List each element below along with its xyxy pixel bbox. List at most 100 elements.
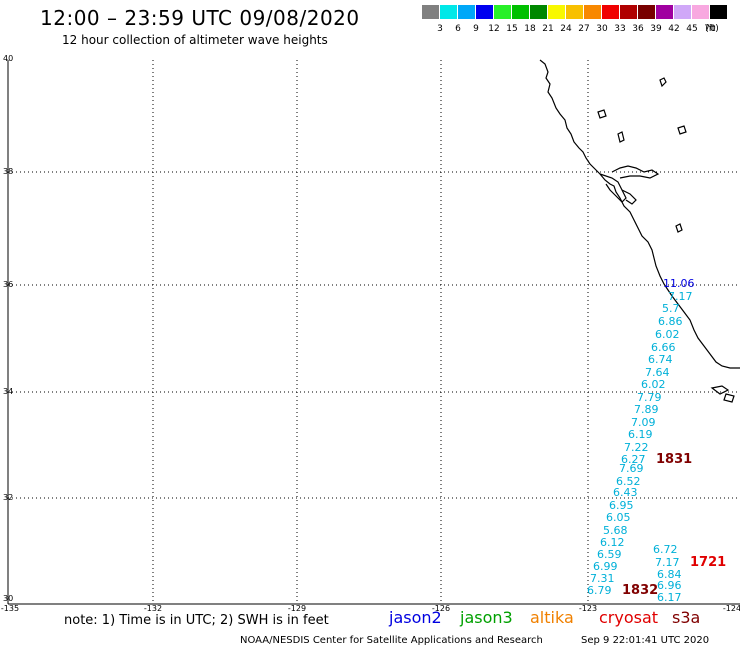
- wave-height-value: 6.02: [641, 378, 666, 391]
- channel-island-1: [710, 385, 730, 395]
- legend-swatch: [422, 5, 439, 19]
- wave-height-value: 6.19: [628, 428, 653, 441]
- legend-swatch: [530, 5, 547, 19]
- lat-labels: 40 38 36 34 32 30: [3, 54, 13, 603]
- wave-height-value: 7.89: [634, 403, 659, 416]
- pass-time-label: 1832: [622, 583, 658, 598]
- legend-swatch: [638, 5, 655, 19]
- wave-height-value: 7.17: [655, 556, 680, 569]
- wave-height-value: 6.17: [657, 591, 682, 604]
- lon-label-129: -129: [288, 604, 306, 613]
- lon-label-135: -135: [1, 604, 19, 613]
- legend-swatch: [674, 5, 691, 19]
- wave-height-value: 6.27: [621, 453, 646, 466]
- lat-label-34: 34: [3, 387, 13, 396]
- legend-s3a: s3a: [672, 608, 701, 627]
- footer-credit: NOAA/NESDIS Center for Satellite Applica…: [240, 635, 543, 646]
- wave-height-value: 6.72: [653, 543, 678, 556]
- legend-swatch: [476, 5, 493, 19]
- wave-height-value: 6.66: [651, 341, 676, 354]
- legend-bin-label: 27: [578, 24, 590, 34]
- footer-note: note: 1) Time is in UTC; 2) SWH is in fe…: [64, 613, 329, 628]
- legend-bin-label: 3: [437, 24, 443, 34]
- legend-swatch: [710, 5, 727, 19]
- lon-label-123: -123: [579, 604, 597, 613]
- legend-bin-label: 30: [596, 24, 608, 34]
- sf-bay-north: [611, 165, 660, 179]
- island-5: [675, 223, 683, 233]
- legend-bin-label: 24: [560, 24, 572, 34]
- wave-height-value: 7.64: [645, 366, 670, 379]
- legend-jason2: jason2: [389, 608, 442, 627]
- sf-bay-outline: [599, 173, 627, 203]
- wave-height-value: 7.17: [668, 290, 693, 303]
- legend-bin-label: 15: [506, 24, 518, 34]
- wave-height-value: 6.79: [587, 584, 612, 597]
- wave-height-value: 7.22: [624, 441, 649, 454]
- lat-label-36: 36: [3, 280, 13, 289]
- pass-time-label: 1721: [690, 555, 726, 570]
- wave-height-value: 6.43: [613, 486, 638, 499]
- lat-label-30: 30: [3, 594, 13, 603]
- wave-height-value: 6.84: [657, 568, 682, 581]
- legend-swatch: [512, 5, 529, 19]
- wave-height-value: 6.99: [593, 560, 618, 573]
- lat-label-38: 38: [3, 167, 13, 176]
- wave-height-value: 6.95: [609, 499, 634, 512]
- wave-height-value: 6.59: [597, 548, 622, 561]
- legend-bin-label: 36: [632, 24, 644, 34]
- pass-time-label: 1831: [656, 452, 692, 467]
- legend-swatch: [494, 5, 511, 19]
- lat-label-32: 32: [3, 493, 13, 502]
- legend-swatch: [584, 5, 601, 19]
- wave-height-value: 7.79: [637, 391, 662, 404]
- wave-height-value: 6.12: [600, 536, 625, 549]
- legend-swatch: [548, 5, 565, 19]
- island-3: [677, 125, 687, 135]
- wave-height-value: 6.96: [657, 579, 682, 592]
- legend-bin-label: 42: [668, 24, 680, 34]
- lon-label-126: -126: [432, 604, 450, 613]
- wave-height-value: 7.69: [619, 462, 644, 475]
- lon-label-132: -132: [144, 604, 162, 613]
- map-grid: [8, 60, 740, 604]
- wave-height-value: 5.68: [603, 524, 628, 537]
- legend-bin-label: 12: [488, 24, 500, 34]
- island-4: [617, 131, 625, 143]
- legend-bin-label: 39: [650, 24, 662, 34]
- legend-cryosat: cryosat: [599, 608, 659, 627]
- wave-height-value: 7.09: [631, 416, 656, 429]
- california-coast: [539, 59, 740, 369]
- coastline: [539, 59, 740, 403]
- sf-bay-south: [621, 189, 637, 205]
- island-1: [659, 77, 667, 88]
- wave-height-value: 6.86: [658, 315, 683, 328]
- legend-swatch: [656, 5, 673, 19]
- legend-bin-label: 18: [524, 24, 536, 34]
- legend-bin-label: 21: [542, 24, 554, 34]
- legend-bin-label: 33: [614, 24, 626, 34]
- legend-bin-label: 6: [455, 24, 461, 34]
- legend-jason3: jason3: [460, 608, 513, 627]
- wave-height-value: 11.06: [663, 277, 695, 290]
- footer-timestamp: Sep 9 22:01:41 UTC 2020: [581, 635, 710, 646]
- legend-swatch: [458, 5, 475, 19]
- map-subtitle: 12 hour collection of altimeter wave hei…: [62, 33, 328, 47]
- wave-height-labels: 11.067.175.76.866.026.666.747.646.027.79…: [587, 277, 695, 604]
- channel-island-2: [723, 393, 735, 403]
- legend-bin-label: 70: [704, 24, 716, 34]
- wave-height-value: 6.74: [648, 353, 673, 366]
- legend-swatch: [440, 5, 457, 19]
- legend-unit: (ft): [705, 24, 719, 34]
- pass-time-labels: 1831 1721 1832: [622, 452, 726, 598]
- map-title: 12:00 – 23:59 UTC 09/08/2020: [40, 6, 360, 30]
- wave-height-value: 6.52: [616, 475, 641, 488]
- lon-labels: -135 -132 -129 -126 -123 -124: [1, 604, 740, 613]
- lat-label-40: 40: [3, 54, 13, 63]
- legend-swatch: [692, 5, 709, 19]
- wave-height-value: 7.31: [590, 572, 615, 585]
- legend-swatch: [620, 5, 637, 19]
- island-2: [597, 109, 607, 119]
- wave-height-value: 6.05: [606, 511, 631, 524]
